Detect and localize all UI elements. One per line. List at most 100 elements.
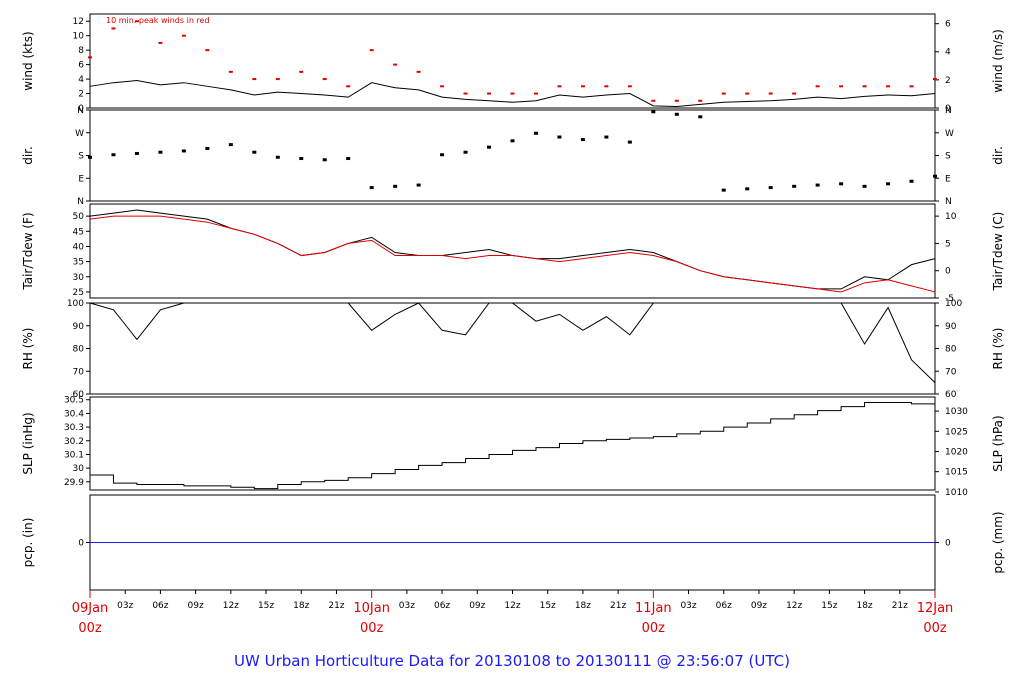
peak-wind-point [886,85,891,88]
y-tick-label: 4 [78,75,84,85]
panel-pressure: 29.9 30 30.1 30.2 30.3 30.4 30.5 1010 1015 1020 10… [21,396,1005,498]
panel-frame [89,109,936,202]
peak-wind-point [111,27,116,30]
peak-wind-point [88,56,92,59]
panel-humidity: 60 70 80 90 100 60 70 80 90 100 RH (%) RH (%) [21,299,1005,400]
direction-point [487,145,492,149]
y-tick-label-right: 100 [945,299,962,309]
x-tick-label: 21z [892,601,908,611]
x-tick-label: 15z [540,601,556,611]
peak-wind-point [815,85,820,88]
y-tick-label: 10 [73,32,85,42]
peak-wind-point [533,92,538,95]
y-tick-label: 6 [78,61,84,71]
y-tick-label: 30 [73,273,85,283]
x-tick-label: 18z [575,601,591,611]
direction-point [275,155,280,159]
y-tick-label-right: W [945,129,954,139]
peak-wind-point [322,78,327,81]
direction-point [510,139,515,143]
y-tick-label-right: 1015 [945,468,968,478]
x-tick-label: 06z [434,601,450,611]
y-tick-label: 100 [67,299,84,309]
peak-wind-point [674,99,679,102]
date-time-label: 00z [642,621,666,636]
x-tick-label: 21z [328,601,344,611]
direction-point [604,135,609,139]
series-line-dew-point [89,215,936,293]
series-line-air-temperature [89,209,936,290]
panel-wind: 0 2 4 6 8 10 12 0 2 4 6 wind (kts) wind (m/s) 10 min.… [21,13,1005,114]
x-tick-label: 18z [293,601,309,611]
y-tick-label: 29.9 [64,478,84,488]
direction-point [768,186,773,190]
y-axis-title-right: SLP (hPa) [991,415,1005,471]
peak-wind-point [909,85,914,88]
peak-wind-point [346,85,351,88]
y-axis-title: wind (kts) [21,31,35,90]
direction-point [674,112,679,116]
y-tick-label-right: 1025 [945,427,968,437]
y-tick-label: 40 [73,242,85,252]
y-tick-label-right: 0 [945,539,951,549]
direction-point [839,182,844,186]
panel-frame [89,203,936,299]
series-line-mean [89,80,936,108]
y-tick-label-right: N [945,197,952,207]
direction-point [440,153,445,157]
x-tick-label: 15z [821,601,837,611]
y-tick-label: 35 [73,258,84,268]
y-tick-label: 30.2 [64,437,84,447]
date-label: 11Jan [635,601,672,616]
panel-frame [89,302,936,395]
y-tick-label-right: 6 [945,20,951,30]
direction-point [886,182,891,186]
date-time-label: 00z [923,621,947,636]
y-tick-label: 30.5 [64,396,84,406]
y-tick-label: 90 [73,322,85,332]
series-line-relative-humidity [89,302,936,383]
panel-annotation: 10 min. peak winds in red [106,16,210,25]
x-tick-label: 18z [856,601,872,611]
x-tick-label: 03z [399,601,415,611]
y-tick-label: 25 [73,288,84,298]
direction-point [369,186,374,190]
direction-point [205,146,210,150]
peak-wind-point [181,34,186,37]
direction-point [346,157,351,161]
x-tick-label: 09z [751,601,767,611]
direction-point [815,183,820,187]
date-label: 10Jan [353,601,390,616]
y-tick-label-right: 10 [945,212,957,222]
series-line-sea-level-pressure [90,401,935,490]
y-tick-label: E [78,174,84,184]
y-axis-title-right: pcp. (mm) [991,511,1005,573]
y-tick-label: 30 [73,464,85,474]
y-tick-label-right: 1020 [945,448,968,458]
y-axis-title-right: dir. [991,146,1005,165]
direction-point [651,110,656,114]
y-axis-title: dir. [21,146,35,165]
y-tick-label-right: S [945,152,951,162]
direction-point [88,155,92,159]
direction-point [533,131,538,135]
x-tick-label: 09z [188,601,204,611]
x-tick-label: 06z [152,601,168,611]
peak-wind-point [393,63,398,66]
direction-point [580,138,585,142]
peak-wind-point [487,92,492,95]
y-tick-label-right: 0 [945,267,951,277]
y-tick-label: 45 [73,227,84,237]
peak-wind-point [768,92,773,95]
direction-point [721,188,726,192]
direction-point [181,149,186,153]
direction-point [463,150,468,154]
y-tick-label: N [77,106,84,116]
peak-wind-point [604,85,609,88]
direction-point [299,157,304,161]
peak-wind-point [627,85,632,88]
y-tick-label: 12 [73,17,84,27]
y-axis-title-right: RH (%) [991,328,1005,370]
y-tick-label-right: 0 [945,104,951,114]
y-tick-label: S [78,152,84,162]
